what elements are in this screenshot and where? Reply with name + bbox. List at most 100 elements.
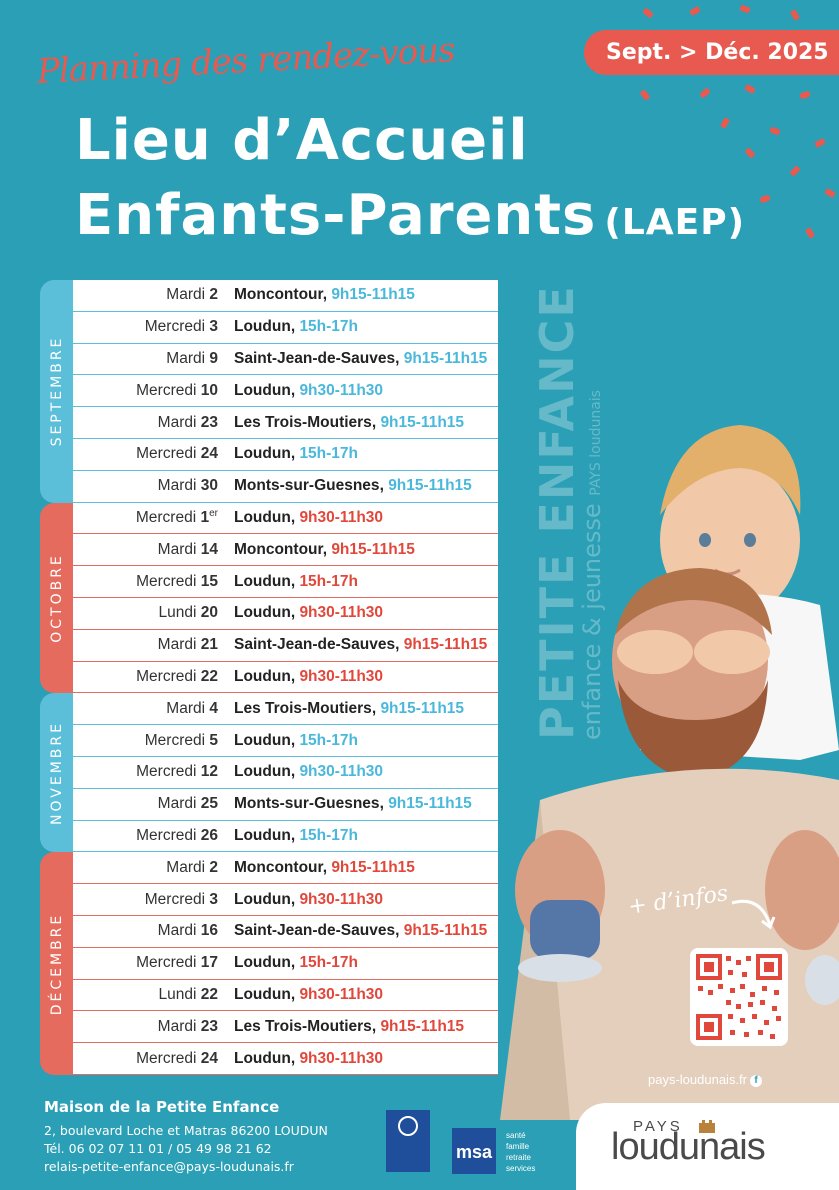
row-day: Mercredi 17 (73, 954, 228, 972)
website-link[interactable]: pays-loudunais.fr f (648, 1072, 762, 1087)
row-weekday: Lundi (158, 985, 197, 1003)
row-weekday: Mardi (157, 477, 197, 495)
row-place: Saint-Jean-de-Sauves (234, 636, 396, 654)
row-day: Mardi 2 (73, 286, 228, 304)
schedule-row: Mercredi 22 Loudun, 9h30-11h30 (73, 661, 498, 694)
row-date: 22 (200, 667, 218, 685)
row-place: Loudun (234, 890, 291, 908)
row-place: Loudun (234, 381, 291, 399)
msa-logo: msa santé famille retraite services (452, 1128, 535, 1174)
row-date: 30 (200, 477, 218, 495)
row-date: 5 (209, 731, 218, 749)
row-location: Loudun, 15h-17h (234, 572, 359, 590)
row-weekday: Mercredi (136, 1049, 197, 1067)
row-day: Mercredi 3 (73, 891, 228, 909)
schedule-row: Lundi 20 Loudun, 9h30-11h30 (73, 597, 498, 630)
row-weekday: Mardi (157, 1017, 197, 1035)
row-location: Loudun, 9h30-11h30 (234, 890, 384, 908)
row-place: Moncontour (234, 286, 323, 304)
row-weekday: Mercredi (136, 826, 197, 844)
msa-word-3: retraite (506, 1153, 531, 1162)
row-day: Mardi 14 (73, 541, 228, 559)
row-time: 9h30-11h30 (299, 1049, 384, 1067)
row-location: Saint-Jean-de-Sauves, 9h15-11h15 (234, 636, 488, 654)
row-time: 9h30-11h30 (299, 381, 384, 399)
schedule-row: Lundi 22 Loudun, 9h30-11h30 (73, 979, 498, 1012)
row-day: Mardi 21 (73, 636, 228, 654)
schedule-row: Mardi 23 Les Trois-Moutiers, 9h15-11h15 (73, 407, 498, 439)
row-time: 9h15-11h15 (331, 286, 415, 304)
schedule-row: Mardi 21 Saint-Jean-de-Sauves, 9h15-11h15 (73, 629, 498, 662)
month-block: SEPTEMBRE Mardi 2 Moncontour, 9h15-11h15 Me… (40, 280, 498, 503)
row-location: Moncontour, 9h15-11h15 (234, 286, 415, 304)
title-line-2: Enfants-Parents (LAEP) (75, 183, 745, 248)
caf-logo (386, 1110, 430, 1172)
row-time: 15h-17h (299, 445, 359, 463)
email[interactable]: relais-petite-enfance@pays-loudunais.fr (44, 1159, 294, 1174)
date-suffix: er (209, 508, 218, 520)
row-location: Moncontour, 9h15-11h15 (234, 858, 415, 876)
row-date: 22 (200, 985, 218, 1003)
schedule-row: Mardi 2 Moncontour, 9h15-11h15 (73, 280, 498, 312)
row-place: Monts-sur-Guesnes (234, 477, 380, 495)
row-day: Mercredi 10 (73, 382, 228, 400)
row-place: Les Trois-Moutiers (234, 1017, 372, 1035)
msa-word-2: famille (506, 1142, 530, 1151)
row-day: Mardi 23 (73, 1018, 228, 1036)
row-location: Monts-sur-Guesnes, 9h15-11h15 (234, 795, 472, 813)
row-location: Loudun, 9h30-11h30 (234, 508, 384, 526)
row-place: Loudun (234, 318, 291, 336)
row-time: 9h15-11h15 (388, 477, 472, 495)
schedule-row: Mardi 9 Saint-Jean-de-Sauves, 9h15-11h15 (73, 343, 498, 376)
row-place: Loudun (234, 826, 291, 844)
row-weekday: Mardi (157, 922, 197, 940)
row-day: Mardi 25 (73, 795, 228, 813)
row-place: Saint-Jean-de-Sauves (234, 922, 396, 940)
qr-code[interactable] (690, 948, 788, 1046)
msa-word-1: santé (506, 1131, 526, 1140)
row-location: Loudun, 15h-17h (234, 826, 359, 844)
row-date: 26 (200, 826, 218, 844)
row-day: Lundi 20 (73, 604, 228, 622)
row-weekday: Mardi (157, 540, 197, 558)
row-day: Mardi 30 (73, 477, 228, 495)
schedule-row: Mercredi 17 Loudun, 15h-17h (73, 947, 498, 980)
row-place: Moncontour (234, 540, 323, 558)
schedule-row: Mercredi 12 Loudun, 9h30-11h30 (73, 756, 498, 789)
row-time: 9h30-11h30 (299, 890, 384, 908)
schedule-row: Mercredi 3 Loudun, 15h-17h (73, 311, 498, 344)
loudunais-wordmark: loudunais (611, 1126, 766, 1168)
row-date: 2 (209, 858, 218, 876)
month-tab: SEPTEMBRE (40, 280, 73, 503)
row-weekday: Mercredi (136, 763, 197, 781)
title-main: Enfants-Parents (75, 183, 597, 248)
row-weekday: Mercredi (136, 954, 197, 972)
row-day: Mercredi 24 (73, 445, 228, 463)
row-weekday: Mercredi (136, 445, 197, 463)
row-time: 15h-17h (299, 731, 359, 749)
row-time: 9h30-11h30 (299, 604, 384, 622)
schedule-row: Mercredi 24 Loudun, 15h-17h (73, 438, 498, 471)
row-weekday: Mardi (166, 858, 206, 876)
row-date: 20 (200, 604, 218, 622)
row-weekday: Mercredi (136, 667, 197, 685)
schedule-row: Mardi 16 Saint-Jean-de-Sauves, 9h15-11h15 (73, 915, 498, 948)
row-date: 24 (200, 445, 218, 463)
row-day: Mercredi 22 (73, 668, 228, 686)
row-place: Loudun (234, 1049, 291, 1067)
facebook-icon[interactable]: f (750, 1074, 762, 1087)
month-label: DÉCEMBRE (48, 912, 65, 1015)
month-label: OCTOBRE (48, 553, 65, 643)
row-weekday: Mardi (166, 286, 206, 304)
msa-word-4: services (506, 1164, 535, 1173)
schedule-row: Mercredi 1er Loudun, 9h30-11h30 (73, 502, 498, 535)
row-location: Loudun, 15h-17h (234, 318, 359, 336)
row-date: 3 (209, 890, 218, 908)
schedule-table: SEPTEMBRE Mardi 2 Moncontour, 9h15-11h15 Me… (40, 280, 498, 1075)
month-block: OCTOBRE Mercredi 1er Loudun, 9h30-11h30 Mar… (40, 502, 498, 694)
row-place: Loudun (234, 667, 291, 685)
row-location: Moncontour, 9h15-11h15 (234, 540, 415, 558)
period-badge: Sept. > Déc. 2025 (584, 30, 839, 75)
father-child-photo (500, 425, 839, 1120)
row-location: Loudun, 15h-17h (234, 954, 359, 972)
